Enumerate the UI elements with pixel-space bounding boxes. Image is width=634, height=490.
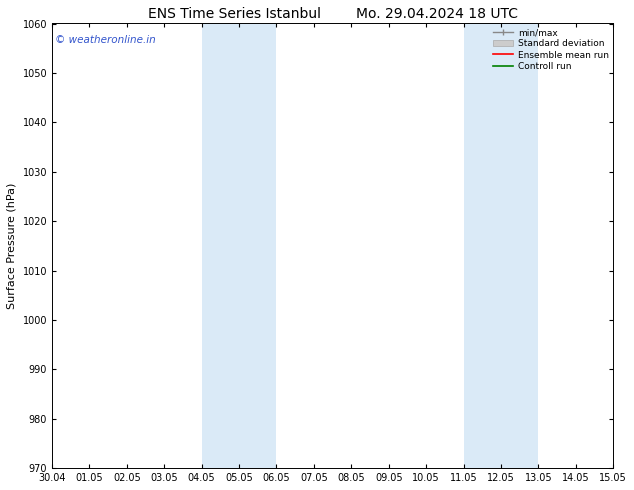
- Legend: min/max, Standard deviation, Ensemble mean run, Controll run: min/max, Standard deviation, Ensemble me…: [491, 26, 611, 73]
- Text: © weatheronline.in: © weatheronline.in: [55, 35, 155, 45]
- Y-axis label: Surface Pressure (hPa): Surface Pressure (hPa): [7, 183, 17, 309]
- Bar: [463, 24, 538, 468]
- Title: ENS Time Series Istanbul        Mo. 29.04.2024 18 UTC: ENS Time Series Istanbul Mo. 29.04.2024 …: [148, 7, 517, 21]
- Bar: [202, 24, 276, 468]
